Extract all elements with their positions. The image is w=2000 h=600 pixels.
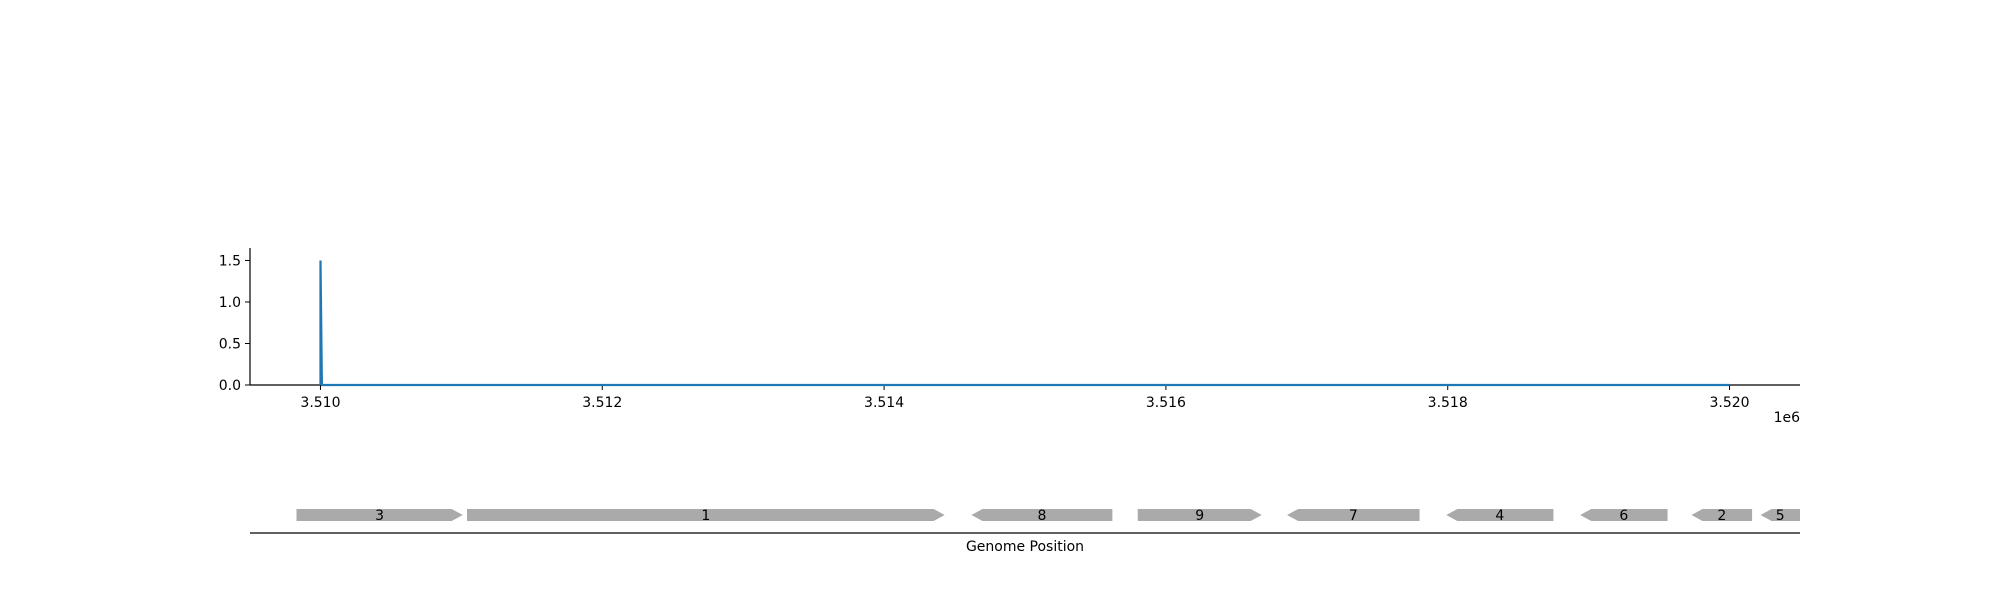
gene-label-5: 5: [1776, 508, 1785, 524]
x-tick-label: 3.512: [582, 395, 622, 411]
gene-arrow-8: [971, 509, 1113, 521]
x-tick-label: 3.510: [300, 395, 340, 411]
gene-arrow-2: [1691, 509, 1753, 521]
coverage-ticks: 3.510 3.512 3.514 3.516 3.518 3.520 0.0 0.5 1.0 1…: [219, 253, 1750, 411]
gene-label-6: 6: [1619, 508, 1628, 524]
x-tick-label: 3.520: [1709, 395, 1749, 411]
gene-label-7: 7: [1349, 508, 1358, 524]
x-tick-label: 3.516: [1146, 395, 1186, 411]
y-tick-label: 1.0: [219, 295, 241, 311]
gene-arrow-5: [1760, 509, 1800, 521]
x-tick-label: 3.518: [1428, 395, 1468, 411]
coverage-series-line: [319, 260, 1730, 387]
gene-label-4: 4: [1495, 508, 1504, 524]
gene-label-2: 2: [1717, 508, 1726, 524]
y-tick-label: 0.5: [219, 336, 241, 352]
coverage-plot: 3.510 3.512 3.514 3.516 3.518 3.520 0.0 0.5 1.0 1…: [219, 248, 1800, 426]
y-tick-label: 1.5: [219, 253, 241, 269]
gene-label-3: 3: [375, 508, 384, 524]
y-tick-label: 0.0: [219, 378, 241, 394]
gene-label-9: 9: [1195, 508, 1204, 524]
gene-label-8: 8: [1037, 508, 1046, 524]
gene-track: 3 1 8 9 7 4 6 2 5 Genome Position: [250, 508, 1800, 555]
x-axis-offset-label: 1e6: [1774, 410, 1801, 426]
gene-arrow-4: [1446, 509, 1554, 521]
gene-arrow-9: [1137, 509, 1262, 521]
gene-arrow-3: [296, 509, 463, 521]
gene-label-1: 1: [701, 508, 710, 524]
x-axis-label: Genome Position: [966, 539, 1084, 555]
gene-arrows: 3 1 8 9 7 4 6 2 5: [296, 508, 1800, 524]
x-tick-label: 3.514: [864, 395, 904, 411]
gene-arrow-7: [1287, 509, 1420, 521]
gene-arrow-1: [467, 509, 945, 521]
gene-arrow-6: [1580, 509, 1668, 521]
